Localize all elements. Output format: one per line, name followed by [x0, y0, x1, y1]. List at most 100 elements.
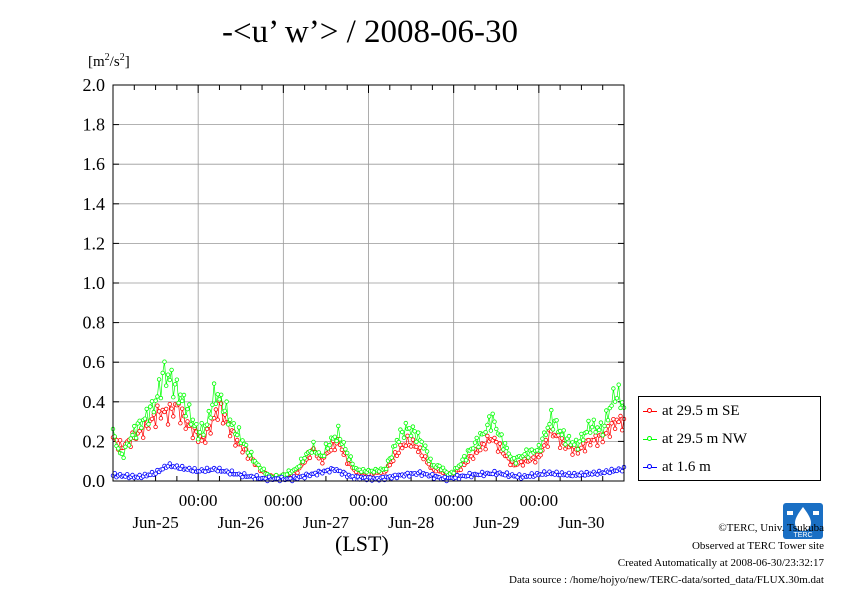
- series-point-1: [194, 422, 199, 427]
- series-point-2: [160, 467, 165, 472]
- series-point-0: [405, 433, 410, 438]
- series-point-1: [195, 437, 201, 442]
- series-point-0: [531, 455, 536, 460]
- series-point-0: [595, 443, 600, 448]
- series-point-0: [396, 450, 401, 456]
- series-point-2: [492, 468, 497, 474]
- series-point-2: [252, 477, 258, 482]
- series-point-1: [142, 416, 148, 421]
- series-point-2: [529, 471, 534, 476]
- series-point-1: [311, 439, 316, 445]
- series-point-2: [405, 470, 410, 476]
- series-point-1: [573, 437, 579, 443]
- series-point-1: [545, 425, 550, 430]
- series-point-1: [554, 418, 559, 423]
- series-point-1: [178, 392, 183, 397]
- series-point-1: [163, 383, 169, 388]
- series-point-0: [533, 460, 538, 465]
- x-time-label: 00:00: [519, 491, 558, 510]
- series-point-1: [297, 464, 302, 469]
- series-point-2: [242, 471, 247, 476]
- series-point-1: [534, 448, 540, 453]
- series-point-1: [350, 461, 355, 467]
- series-point-2: [394, 475, 400, 481]
- series-point-0: [495, 449, 501, 454]
- series-point-1: [492, 419, 497, 424]
- y-tick-label: 0.0: [83, 471, 106, 491]
- series-point-1: [511, 456, 517, 461]
- x-date-label: Jun-25: [132, 513, 178, 532]
- series-point-1: [153, 398, 158, 403]
- series-point-1: [513, 461, 518, 466]
- series-point-1: [543, 432, 549, 438]
- series-point-0: [538, 453, 543, 458]
- series-point-1: [172, 382, 178, 387]
- series-point-1: [327, 442, 332, 448]
- series-point-1: [261, 466, 266, 471]
- series-point-0: [227, 433, 233, 439]
- series-point-0: [169, 406, 174, 411]
- series-point-1: [345, 450, 350, 456]
- series-point-0: [582, 449, 588, 454]
- series-point-1: [504, 445, 510, 451]
- series-point-1: [540, 436, 545, 441]
- series-point-1: [181, 392, 187, 398]
- series-point-0: [611, 417, 616, 422]
- series-point-1: [581, 437, 586, 443]
- series-point-0: [391, 458, 396, 463]
- series-point-1: [149, 399, 155, 404]
- series-point-1: [547, 421, 552, 427]
- credit-created: Created Automatically at 2008-06-30/23:3…: [617, 557, 824, 569]
- series-point-0: [149, 416, 155, 422]
- series-point-0: [545, 444, 550, 449]
- credit-observed: Observed at TERC Tower site: [691, 540, 824, 552]
- series-point-1: [341, 440, 346, 445]
- series-point-2: [607, 470, 612, 476]
- series-point-0: [570, 452, 575, 457]
- series-point-1: [146, 422, 151, 427]
- series-point-0: [233, 443, 238, 448]
- series-point-0: [518, 459, 524, 464]
- y-tick-label: 0.2: [83, 431, 106, 451]
- series-point-1: [323, 441, 329, 446]
- series-point-1: [160, 370, 165, 376]
- series-point-1: [403, 420, 408, 426]
- x-date-label: Jun-30: [558, 513, 604, 532]
- series-point-1: [240, 438, 245, 443]
- y-tick-label: 0.8: [83, 313, 106, 333]
- series-point-2: [327, 470, 332, 475]
- series-point-1: [618, 405, 623, 411]
- series-point-1: [325, 446, 330, 451]
- series-point-1: [612, 399, 618, 404]
- series-point-1: [190, 417, 195, 422]
- series-point-2: [479, 469, 485, 475]
- series-point-0: [295, 470, 300, 475]
- series-point-1: [256, 462, 261, 468]
- series-point-0: [339, 447, 345, 452]
- legend-label-nw: at 29.5 m NW: [662, 430, 747, 447]
- series-point-1: [321, 453, 327, 459]
- series-point-1: [474, 435, 479, 441]
- series-point-0: [329, 448, 334, 453]
- series-point-1: [137, 418, 142, 423]
- series-point-1: [538, 448, 543, 454]
- series-point-1: [460, 457, 465, 462]
- series-point-0: [199, 438, 204, 443]
- legend-swatch-low: [643, 462, 657, 472]
- series-point-2: [203, 469, 208, 474]
- series-point-2: [112, 471, 117, 476]
- series-point-1: [116, 446, 121, 451]
- series-point-2: [417, 469, 423, 474]
- series-point-1: [217, 397, 222, 402]
- series-point-1: [494, 426, 499, 432]
- series-point-0: [414, 444, 419, 449]
- series-point-1: [526, 455, 531, 460]
- series-point-2: [192, 466, 197, 471]
- series-point-1: [128, 436, 133, 441]
- series-point-1: [389, 455, 394, 460]
- series-point-0: [481, 442, 486, 447]
- series-point-1: [488, 428, 494, 433]
- logo-text: TERC: [793, 532, 812, 539]
- series-point-1: [609, 403, 614, 408]
- series-point-1: [121, 455, 126, 460]
